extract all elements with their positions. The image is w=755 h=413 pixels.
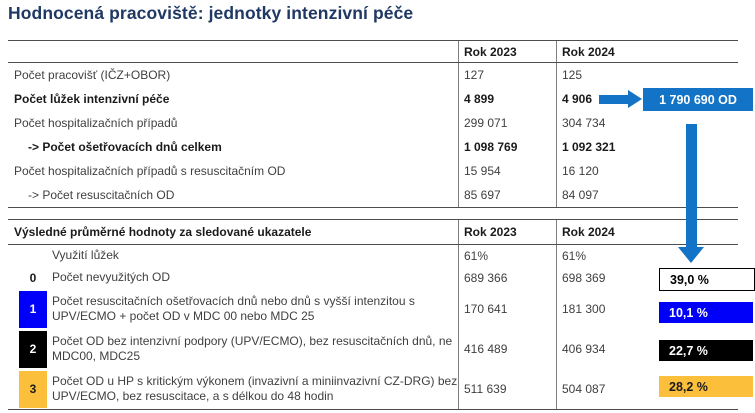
- value-2024: 304 734: [556, 111, 738, 135]
- arrow-right-icon: [599, 95, 628, 104]
- row-label: -> Počet resuscitačních OD: [28, 188, 175, 202]
- value-2024: 406 934: [556, 329, 738, 369]
- value-2023: 299 071: [458, 111, 556, 135]
- value-2024: 4 906: [556, 87, 738, 111]
- table-row: 3 Počet OD u HP s kritickým výkonem (inv…: [8, 369, 738, 409]
- value-2024: 61%: [556, 245, 738, 266]
- table-row: 2 Počet OD bez intenzivní podpory (UPV/E…: [8, 329, 738, 369]
- arrow-down-icon: [686, 124, 697, 247]
- value-2024: 504 087: [556, 369, 738, 409]
- value-2024: 698 369: [556, 266, 738, 289]
- counts-table: Rok 2023 Rok 2024 Počet pracovišť (IČZ+O…: [8, 40, 738, 208]
- share-badge: 22,7 %: [659, 340, 753, 361]
- od-total-callout: 1 790 690 OD: [643, 88, 753, 111]
- counts-table-header-row: Rok 2023 Rok 2024: [8, 41, 738, 63]
- value-2023: 127: [458, 63, 556, 87]
- row-label: Počet hospitalizačních případů: [14, 116, 178, 130]
- page-title: Hodnocená pracoviště: jednotky intenzivn…: [8, 3, 414, 23]
- value-2024: 181 300: [556, 289, 738, 329]
- share-badge: 10,1 %: [659, 302, 753, 323]
- row-label: Počet hospitalizačních případů s resusci…: [14, 164, 286, 178]
- value-2023: 170 641: [458, 289, 556, 329]
- row-label: Počet nevyužitých OD: [52, 270, 171, 284]
- table-row: -> Počet ošetřovacích dnů celkem 1 098 7…: [8, 135, 738, 159]
- value-2023: 85 697: [458, 183, 556, 207]
- share-badge: 28,2 %: [659, 376, 753, 397]
- table-row: Využití lůžek 61% 61%: [8, 245, 738, 266]
- value-2024: 125: [556, 63, 738, 87]
- row-label: Využití lůžek: [52, 248, 119, 262]
- value-2024: 84 097: [556, 183, 738, 207]
- row-number-chip: 3: [19, 370, 47, 408]
- table-row: 1 Počet resuscitačních ošetřovacích dnů …: [8, 289, 738, 329]
- row-label-wrap: 0 Počet nevyužitých OD: [8, 266, 458, 289]
- indicators-header-label: Výsledné průměrné hodnoty za sledované u…: [14, 225, 312, 239]
- column-header-rok-2023: Rok 2023: [458, 41, 556, 62]
- table-row: Počet pracovišť (IČZ+OBOR) 127 125: [8, 63, 738, 87]
- value-2023: 61%: [458, 245, 556, 266]
- column-header-rok-2024: Rok 2024: [556, 220, 738, 244]
- row-label-wrap: 3 Počet OD u HP s kritickým výkonem (inv…: [8, 369, 458, 409]
- value-2024: 1 092 321: [556, 135, 738, 159]
- table-row: 0 Počet nevyužitých OD 689 366 698 369: [8, 266, 738, 289]
- value-2023: 511 639: [458, 369, 556, 409]
- row-number-chip: 1: [19, 290, 47, 328]
- table-row: Počet lůžek intenzivní péče 4 899 4 906: [8, 87, 738, 111]
- row-label: Počet OD u HP s kritickým výkonem (invaz…: [52, 374, 458, 403]
- value-2023: 689 366: [458, 266, 556, 289]
- table-row: Počet hospitalizačních případů s resusci…: [8, 159, 738, 183]
- row-label-wrap: 1 Počet resuscitačních ošetřovacích dnů …: [8, 289, 458, 329]
- value-2023: 15 954: [458, 159, 556, 183]
- value-2023: 4 899: [458, 87, 556, 111]
- value-2024: 16 120: [556, 159, 738, 183]
- row-label: Počet OD bez intenzivní podpory (UPV/ECM…: [52, 334, 453, 363]
- row-number-chip: 0: [29, 270, 37, 285]
- value-2023: 1 098 769: [458, 135, 556, 159]
- indicators-table: Výsledné průměrné hodnoty za sledované u…: [8, 219, 738, 410]
- row-number-chip: 2: [19, 330, 47, 368]
- counts-header-empty: [8, 41, 458, 62]
- value-2023: 416 489: [458, 329, 556, 369]
- row-label: -> Počet ošetřovacích dnů celkem: [28, 140, 222, 154]
- share-badge: 39,0 %: [659, 268, 755, 291]
- arrow-right-icon: [628, 90, 642, 108]
- indicators-table-header-row: Výsledné průměrné hodnoty za sledované u…: [8, 220, 738, 245]
- row-label: Počet pracovišť (IČZ+OBOR): [14, 68, 171, 82]
- table-row: -> Počet resuscitačních OD 85 697 84 097: [8, 183, 738, 207]
- column-header-rok-2023: Rok 2023: [458, 220, 556, 244]
- table-row: Počet hospitalizačních případů 299 071 3…: [8, 111, 738, 135]
- row-number-chip: [19, 247, 47, 265]
- row-label: Počet lůžek intenzivní péče: [14, 92, 170, 106]
- column-header-rok-2024: Rok 2024: [556, 41, 738, 62]
- row-label: Počet resuscitačních ošetřovacích dnů ne…: [52, 294, 415, 323]
- arrow-down-icon: [678, 247, 704, 263]
- row-label-wrap: Využití lůžek: [8, 245, 458, 266]
- row-label-wrap: 2 Počet OD bez intenzivní podpory (UPV/E…: [8, 329, 458, 369]
